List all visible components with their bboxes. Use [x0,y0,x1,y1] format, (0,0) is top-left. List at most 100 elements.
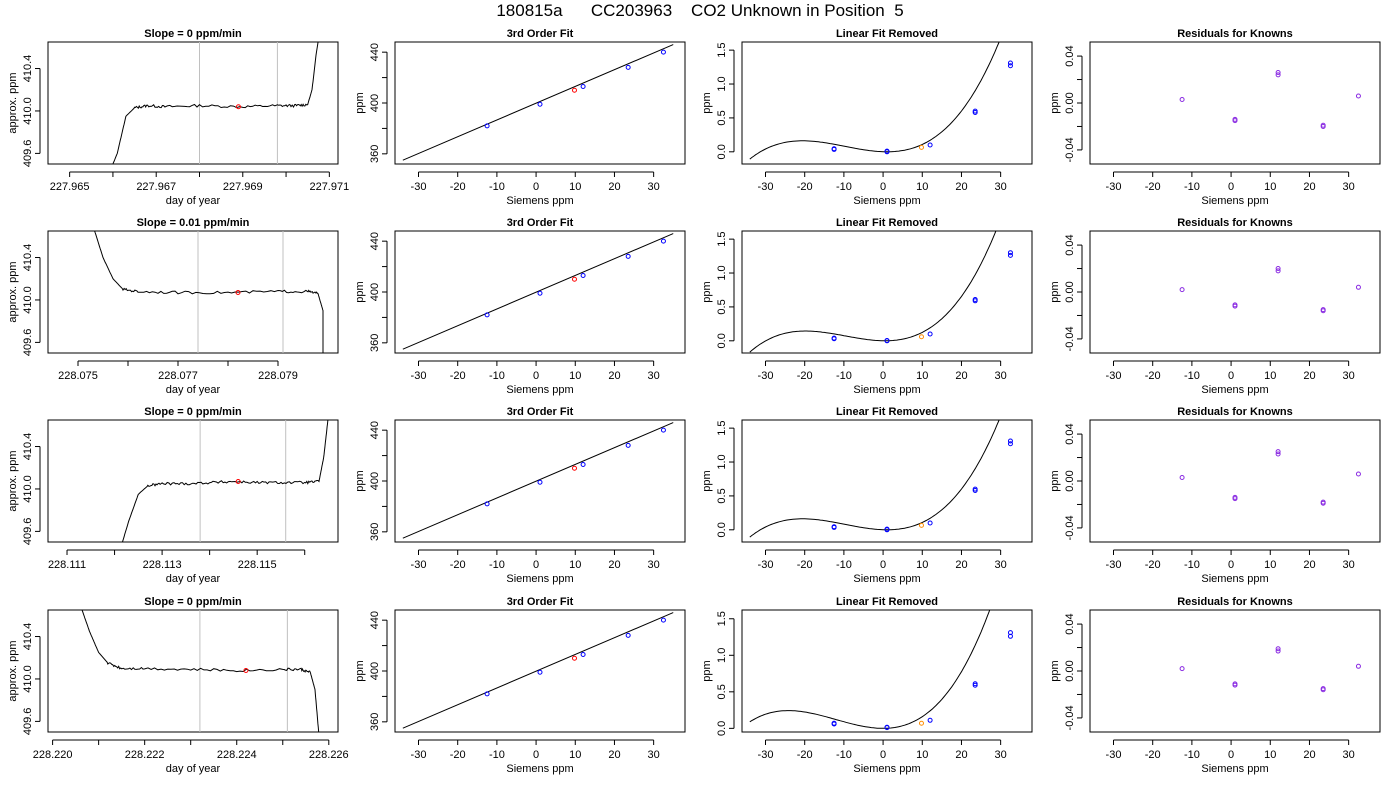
x-tick-label: -10 [1184,559,1200,571]
y-axis-label: ppm [701,660,713,681]
y-axis-label: approx. ppm [7,261,19,322]
unknown-mean-point [243,667,249,673]
plot-frame [1089,41,1381,165]
known-standard-point [625,632,631,638]
x-tick-label: -20 [1145,370,1161,382]
x-tick-label: 228.077 [158,370,198,382]
chart-panel: 3rd Order Fit -30 -20 -10 0 10 20 30 Siemens ppm… [354,28,686,207]
x-tick-label: -30 [411,559,427,571]
x-axis-label: Siemens ppm [506,763,573,775]
x-axis-label: Siemens ppm [506,195,573,207]
known-standard-point [1007,630,1013,636]
x-tick-label: 10 [1264,749,1276,761]
fit-line [402,44,674,161]
y-tick-label: 0.0 [716,721,728,736]
chart-panel: Slope = 0.01 ppm/min 228.075 228.077 228.07… [7,217,339,396]
y-axis-label: approx. ppm [7,72,19,133]
x-tick-label: -10 [836,370,852,382]
chart-panel: Linear Fit Removed -30 -20 -10 0 10 20 30 Siemen… [701,28,1033,207]
x-tick-label: -20 [1145,181,1161,193]
unknown-point [571,655,577,661]
known-standard-point [831,720,837,726]
chart-title: Slope = 0 ppm/min [144,28,242,40]
chart-title: Residuals for Knowns [1177,28,1293,40]
residual-curve [749,610,991,729]
plot-frame [394,419,686,543]
plot-frame [1089,419,1381,543]
y-tick-label: 410.0 [22,286,34,314]
x-axis-label: Siemens ppm [853,763,920,775]
y-axis-label: ppm [701,470,713,491]
chart-title: 3rd Order Fit [507,217,574,229]
chart-panel: Linear Fit Removed -30 -20 -10 0 10 20 30 Siemen… [701,217,1033,396]
x-tick-label: 30 [648,559,660,571]
chart-title: Residuals for Knowns [1177,406,1293,418]
chart-title: Residuals for Knowns [1177,596,1293,608]
x-tick-label: -30 [411,749,427,761]
x-tick-label: -30 [758,370,774,382]
x-tick-label: 10 [916,559,928,571]
known-standard-point [1007,438,1013,444]
known-standard-point [972,108,978,114]
x-tick-label: 10 [569,370,581,382]
x-tick-label: -10 [489,749,505,761]
plot-data [1179,646,1361,693]
residual-point [1275,268,1281,274]
x-tick-label: 20 [955,559,967,571]
chart-panel: 3rd Order Fit -30 -20 -10 0 10 20 30 Siemens ppm… [354,596,686,775]
x-tick-label: -20 [1145,559,1161,571]
x-tick-label: -20 [450,559,466,571]
x-tick-label: 30 [648,749,660,761]
x-tick-label: -20 [797,370,813,382]
x-tick-label: 0 [533,559,539,571]
y-tick-label: 0.00 [1064,92,1076,113]
y-axis-label: ppm [354,281,366,302]
x-tick-label: -10 [836,749,852,761]
x-axis-label: day of year [166,195,221,207]
x-tick-label: 20 [955,181,967,193]
residual-point [1355,663,1361,669]
y-tick-label: 1.0 [716,454,728,469]
x-tick-label: 30 [648,181,660,193]
known-standard-point [1007,250,1013,256]
y-tick-label: 410.4 [22,244,34,272]
known-standard-point [831,146,837,152]
x-tick-label: 0 [533,370,539,382]
plot-frame [1089,609,1381,733]
x-tick-label: 228.079 [258,370,298,382]
known-standard-point [625,442,631,448]
x-tick-label: -20 [797,559,813,571]
y-tick-label: 409.6 [22,140,34,168]
known-standard-point [972,486,978,492]
known-standard-point [927,520,933,526]
y-tick-label: 1.5 [716,420,728,435]
residual-point [1320,500,1326,506]
x-tick-label: -20 [450,181,466,193]
y-axis-label: ppm [354,660,366,681]
x-tick-label: -10 [489,181,505,193]
chart-panel: Residuals for Knowns -30 -20 -10 0 10 20 30 Siem… [1049,28,1381,207]
x-tick-label: 20 [1303,181,1315,193]
x-tick-label: -20 [1145,749,1161,761]
x-tick-label: 228.115 [238,559,277,571]
residual-point [1232,303,1238,309]
x-tick-label: 228.222 [125,749,165,761]
plot-frame [1089,230,1381,354]
known-standard-point [580,272,586,278]
plot-frame [741,419,1033,543]
residual-point [1355,471,1361,477]
known-standard-point [1007,63,1013,69]
known-standard-point [831,335,837,341]
unknown-point [918,720,924,726]
x-tick-label: 0 [880,370,886,382]
x-axis-label: Siemens ppm [853,573,920,585]
x-tick-label: 10 [569,559,581,571]
plot-frame [47,230,339,354]
x-tick-label: 0 [1228,749,1234,761]
x-axis-label: Siemens ppm [853,195,920,207]
known-standard-point [537,669,543,675]
y-tick-label: 410.0 [22,97,34,125]
plot-data [402,422,674,539]
plot-data [749,420,1013,538]
